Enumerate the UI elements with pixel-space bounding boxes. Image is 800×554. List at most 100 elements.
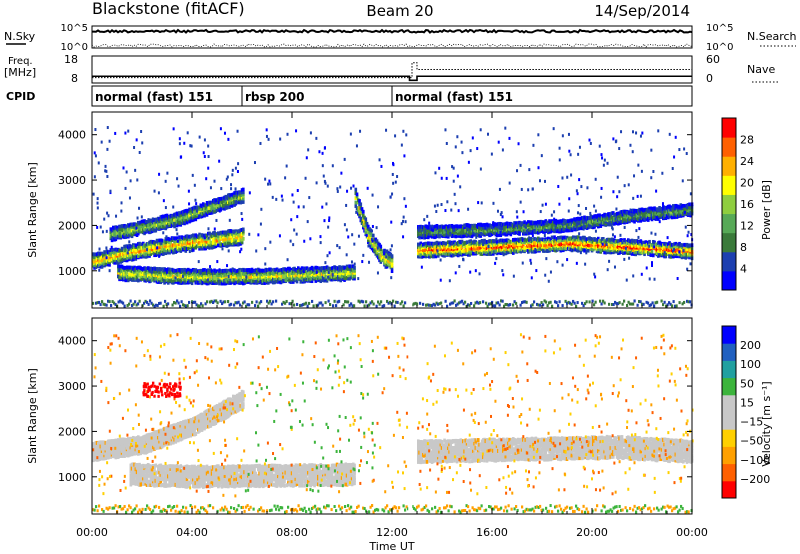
velocity-red-patch: [146, 394, 149, 398]
colorbar-tick-label: 16: [740, 198, 754, 211]
colorbar-swatch: [722, 343, 736, 361]
power-ylabel: Slant Range [km]: [26, 162, 39, 258]
velocity-red-patch: [165, 383, 169, 387]
colorbar-tick-label: 100: [740, 358, 761, 371]
velocity-red-patch: [172, 385, 175, 389]
freq-unit: [MHz]: [4, 66, 36, 79]
velocity-red-patch: [150, 392, 153, 396]
nave-trace: [92, 62, 692, 79]
velocity-cbar-label: Velocity [m s⁻¹]: [760, 381, 773, 466]
colorbar-tick-label: −100: [740, 454, 770, 467]
nsearch-tick-top: 10^5: [706, 23, 733, 34]
cpid-segments: normal (fast) 151 rbsp 200 normal (fast) 1…: [95, 86, 513, 106]
colorbar-frame: [721, 117, 737, 291]
velocity-red-patch: [178, 385, 181, 389]
velocity-red-patch: [157, 390, 160, 394]
y-tick-label: 1000: [58, 471, 86, 484]
velocity-y-axis: 1000 2000 3000 4000: [58, 335, 692, 484]
colorbar-swatch: [722, 463, 736, 482]
velocity-red-patch: [148, 387, 151, 391]
x-tick-label: 12:00: [376, 526, 408, 539]
y-tick-label: 1000: [58, 265, 86, 278]
power-colorbar: 28 24 20 16 12 8 4: [721, 117, 754, 291]
velocity-red-patch: [145, 393, 148, 397]
nsky-tick-top: 10^5: [61, 23, 88, 34]
freq-tick-bottom: 8: [71, 72, 78, 85]
y-tick-label: 3000: [58, 380, 86, 393]
colorbar-tick-label: 8: [740, 241, 747, 254]
velocity-red-patch: [158, 382, 162, 386]
freq-trace: [92, 75, 692, 82]
velocity-red-patch: [157, 394, 160, 398]
velocity-scatter: [92, 318, 694, 514]
x-tick-label: 20:00: [576, 526, 608, 539]
velocity-red-patch: [144, 383, 147, 387]
velocity-red-patch: [160, 390, 163, 394]
colorbar-swatch: [722, 194, 736, 215]
velocity-red-patch: [146, 382, 149, 386]
colorbar-tick-label: 4: [740, 263, 747, 276]
velocity-red-patch: [165, 394, 168, 398]
velocity-red-patch: [143, 389, 146, 393]
velocity-red-patch: [154, 389, 157, 393]
time-axis: 00:00 04:00 08:00 12:00 16:00 20:00 00:00: [76, 112, 708, 539]
colorbar-tick-label: 20: [740, 177, 754, 190]
nave-tick-top: 60: [706, 53, 720, 66]
colorbar-swatch: [722, 377, 736, 396]
velocity-red-patch: [155, 385, 158, 389]
colorbar-swatch: [722, 251, 736, 272]
colorbar-swatch: [722, 412, 736, 430]
velocity-red-patch: [156, 390, 159, 394]
nave-tick-bottom: 0: [706, 72, 713, 85]
cpid-segment-label: normal (fast) 151: [95, 90, 213, 104]
colorbar-tick-label: 50: [740, 377, 754, 390]
colorbar-tick-label: 12: [740, 220, 754, 233]
colorbar-swatch: [722, 480, 736, 499]
station-title: Blackstone (fitACF): [92, 0, 245, 18]
velocity-ylabel: Slant Range [km]: [26, 368, 39, 464]
colorbar-swatch: [722, 270, 736, 291]
cpid-panel: CPID normal (fast) 151 rbsp 200 normal (fa…: [6, 85, 693, 107]
nsearch-label: N.Search: [747, 30, 797, 43]
y-tick-label: 2000: [58, 219, 86, 232]
colorbar-frame: [721, 325, 737, 499]
velocity-red-patch: [175, 394, 178, 398]
cpid-segment-label: rbsp 200: [245, 90, 304, 104]
x-tick-label: 00:00: [676, 526, 708, 539]
velocity-colorbar: 200 100 50 15 −15 −50 −100 −200: [721, 325, 770, 499]
velocity-red-patch: [169, 382, 172, 386]
freq-label: Freq.: [8, 56, 33, 67]
noise-panel: N.Sky 10^5 10^0 N.Search 10^5 10^0: [4, 23, 797, 53]
x-axis-label: Time UT: [368, 540, 414, 553]
nsearch-trace: [91, 43, 693, 48]
colorbar-swatch: [722, 213, 736, 234]
velocity-red-patch: [178, 381, 182, 385]
colorbar-swatch: [722, 137, 736, 157]
nsearch-tick-bottom: 10^0: [706, 42, 733, 53]
velocity-red-patch: [177, 394, 180, 398]
velocity-red-patch: [144, 385, 148, 389]
x-tick-label: 16:00: [476, 526, 508, 539]
freq-tick-top: 18: [64, 53, 78, 66]
velocity-red-patch: [166, 389, 169, 393]
velocity-red-patch: [169, 387, 173, 391]
velocity-red-patch: [173, 384, 176, 388]
colorbar-tick-label: 15: [740, 396, 754, 409]
colorbar-swatch: [722, 175, 736, 195]
power-y-axis: 1000 2000 3000 4000: [58, 129, 692, 278]
power-cbar-label: Power [dB]: [760, 180, 773, 240]
colorbar-tick-label: −200: [740, 473, 770, 486]
nsky-trace: [92, 28, 693, 34]
data-gap: [408, 318, 413, 514]
velocity-red-patch: [172, 388, 176, 392]
y-tick-label: 3000: [58, 174, 86, 187]
nsky-tick-bottom: 10^0: [61, 42, 88, 53]
nave-label: Nave: [747, 63, 775, 76]
velocity-red-patch: [175, 384, 178, 388]
velocity-red-patch: [179, 385, 182, 389]
velocity-red-patch: [153, 394, 156, 398]
colorbar-swatch: [722, 118, 736, 138]
velocity-red-patch: [153, 384, 156, 388]
cpid-segment-label: normal (fast) 151: [395, 90, 513, 104]
power-panel: 1000 2000 3000 4000 Slant Range [km] 28 24 20…: [26, 111, 773, 309]
